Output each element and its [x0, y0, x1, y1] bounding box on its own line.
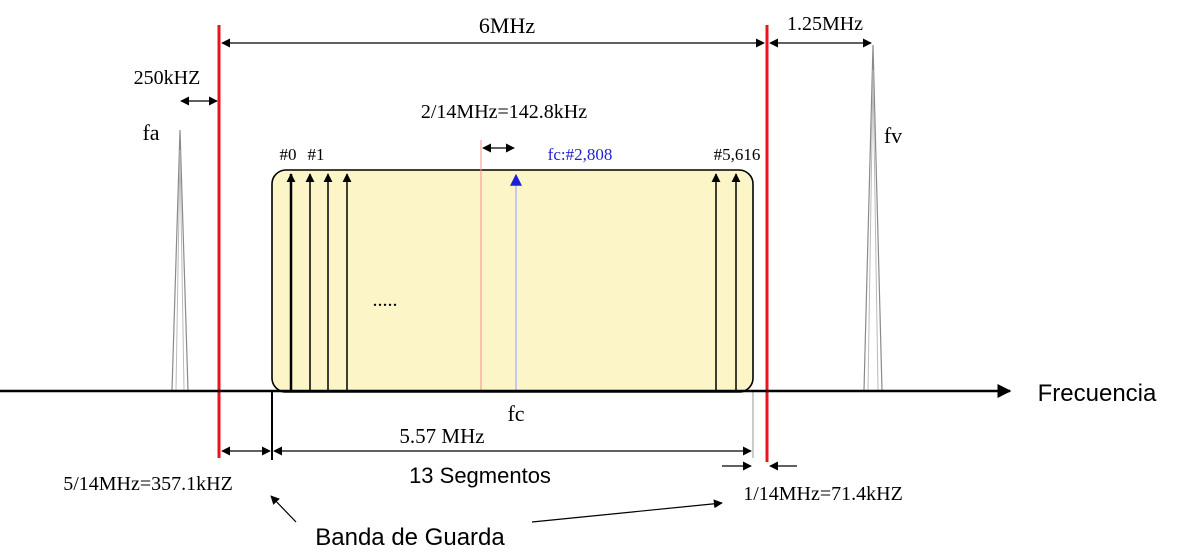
carrier-spacing-label: 2/14MHz=142.8kHz: [421, 101, 587, 123]
ofdm-band: [271, 169, 754, 393]
fa-peak: [171, 129, 189, 391]
fc-label: fc: [507, 401, 524, 426]
fa-label: fa: [142, 120, 159, 145]
last-carrier-label: #5,616: [714, 145, 761, 164]
center-carrier-label: fc:#2,808: [548, 145, 613, 164]
fa-guard-label: 250kHZ: [134, 67, 201, 89]
carrier-1-label: #1: [308, 145, 325, 164]
frequency-axis-label: Frecuencia: [1038, 380, 1157, 407]
fv-label: fv: [884, 123, 902, 148]
ellipsis-label: .....: [373, 289, 398, 311]
fv-peak: [863, 44, 883, 391]
total-bandwidth-label: 6MHz: [479, 13, 535, 38]
guard-band-label: Banda de Guarda: [315, 524, 505, 551]
guard-pointer-right: [531, 499, 723, 523]
upper-guard-label: 1/14MHz=71.4kHZ: [743, 483, 903, 505]
signal-bandwidth-label: 5.57 MHz: [399, 424, 484, 448]
segments-label: 13 Segmentos: [409, 463, 551, 488]
subcarrier-arrows: [286, 173, 741, 392]
lower-guard-label: 5/14MHz=357.1kHZ: [63, 473, 233, 495]
carrier-0-label: #0: [280, 145, 297, 164]
audio-offset-label: 1.25MHz: [787, 13, 863, 35]
guard-pointer-left: [270, 495, 297, 523]
